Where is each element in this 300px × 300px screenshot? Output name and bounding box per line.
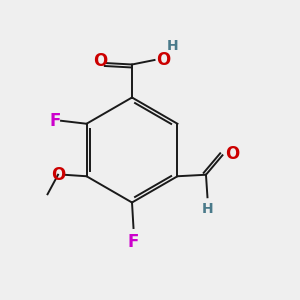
Text: F: F bbox=[50, 112, 61, 130]
Text: O: O bbox=[156, 51, 170, 69]
Text: F: F bbox=[128, 233, 139, 251]
Text: O: O bbox=[93, 52, 107, 70]
Text: O: O bbox=[226, 145, 240, 163]
Text: H: H bbox=[167, 39, 179, 53]
Text: H: H bbox=[202, 202, 213, 216]
Text: O: O bbox=[52, 166, 66, 184]
